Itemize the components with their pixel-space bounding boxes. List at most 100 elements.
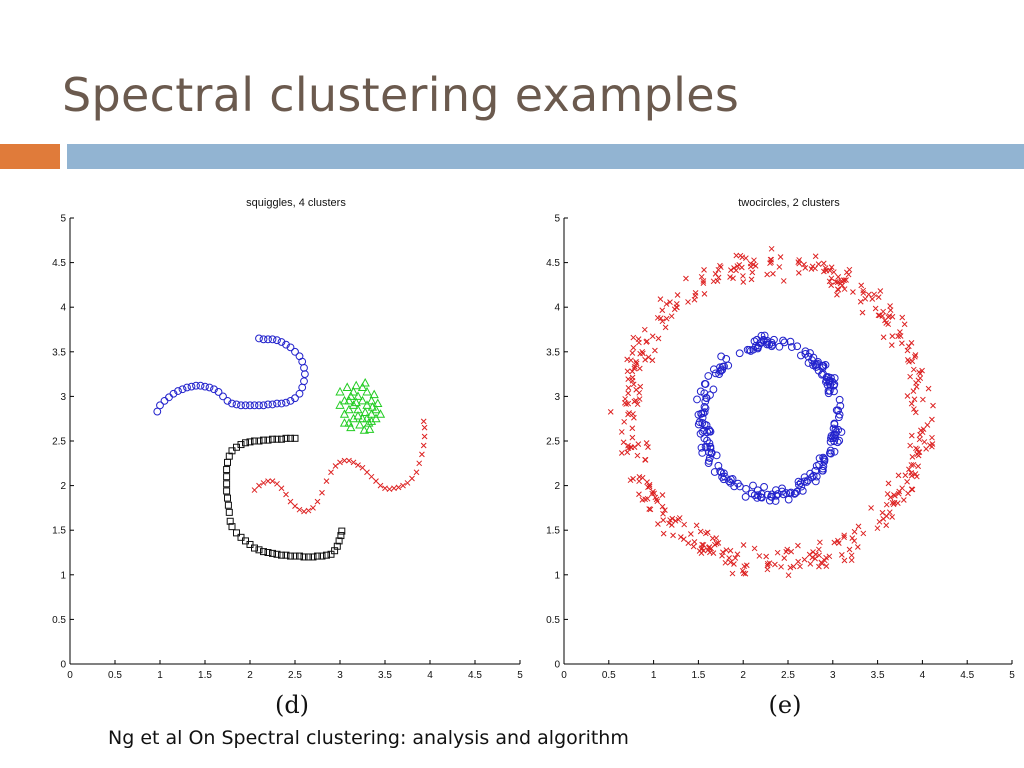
data-point-circle [696,387,705,396]
data-point-circle [268,400,277,409]
data-point-x [820,260,827,267]
data-point-x [720,549,726,556]
data-point-x [770,270,776,277]
x-tick-label: 0 [67,670,73,681]
data-point-square [278,551,285,559]
data-point-x [625,400,632,407]
data-point-x [900,497,907,503]
x-tick-label: 2 [740,670,746,681]
data-point-x [904,393,911,399]
data-point-x [897,329,903,335]
data-point-x [911,396,918,403]
data-point-square [264,436,272,444]
data-point-x [783,548,790,555]
data-point-x [723,547,730,553]
data-point-x [677,534,684,540]
data-point-x [889,499,896,506]
data-point-square [233,443,240,451]
data-point-x [828,264,835,271]
data-point-x [908,340,915,346]
data-point-x [660,510,666,517]
data-point-x [899,314,906,321]
data-point-circle [826,381,835,389]
data-point-circle [794,477,803,486]
data-point-x [319,489,325,496]
data-point-x [834,279,841,286]
data-point-x [828,275,835,282]
data-point-x [623,401,629,407]
data-point-circle [696,429,705,438]
x-tick-label: 0.5 [602,670,616,681]
data-point-triangle [371,404,381,414]
data-point-triangle [359,425,369,434]
x-tick-label: 2.5 [781,670,795,681]
data-point-x [629,368,636,375]
data-point-x [621,418,628,425]
data-point-x [826,553,833,560]
data-point-x [895,472,902,479]
data-point-x [756,553,763,559]
data-point-circle [710,468,719,476]
data-point-square [242,537,249,545]
data-point-x [726,555,732,561]
data-point-x [828,282,835,289]
data-point-circle [793,342,802,351]
data-point-x [667,299,673,305]
data-point-square [337,532,345,540]
data-point-x [877,288,884,294]
data-point-x [910,461,917,468]
data-point-circle [775,342,784,351]
data-point-circle [214,388,223,396]
y-tick-label: 4 [60,303,66,314]
data-point-x [742,570,749,577]
data-point-circle [830,447,839,456]
data-point-x [730,275,736,282]
data-point-x [818,559,825,566]
data-point-x [386,486,393,493]
x-tick-label: 4 [427,670,433,681]
y-tick-label: 3 [60,392,66,403]
data-point-circle [282,340,290,349]
data-point-x [737,252,744,259]
data-point-x [841,534,847,541]
data-point-x [630,334,637,341]
data-point-circle [798,486,807,495]
data-point-x [879,509,886,516]
data-point-square [223,473,231,481]
data-point-x [651,490,658,497]
data-point-circle [793,487,801,496]
data-point-x [904,478,910,485]
data-point-circle [756,493,765,502]
data-point-x [785,572,792,579]
data-point-x [413,469,420,476]
data-point-x [346,457,352,464]
data-point-circle [701,397,710,406]
data-point-x [801,556,808,563]
data-point-circle [806,469,815,478]
data-point-x [409,475,415,482]
data-point-x [700,542,707,548]
data-point-x [634,452,641,459]
data-point-x [906,466,912,473]
data-point-x [328,469,334,476]
data-point-square [264,549,272,556]
data-point-square [223,466,231,474]
data-point-square [255,437,263,445]
data-point-x [420,442,427,449]
data-point-circle [697,409,706,418]
data-point-x [680,536,687,542]
data-point-square [251,544,258,552]
data-point-circle [818,466,827,475]
data-point-x [323,478,330,484]
data-point-x [795,558,802,565]
y-tick-label: 5 [60,214,66,225]
data-point-circle [698,427,707,436]
y-tick-label: 0 [60,660,66,671]
data-point-x [659,492,666,498]
x-tick-label: 3.5 [378,670,392,681]
data-point-x [649,490,656,497]
x-tick-label: 4 [920,670,926,681]
data-point-triangle [360,407,370,416]
data-point-triangle [365,424,375,433]
data-point-circle [724,361,733,370]
